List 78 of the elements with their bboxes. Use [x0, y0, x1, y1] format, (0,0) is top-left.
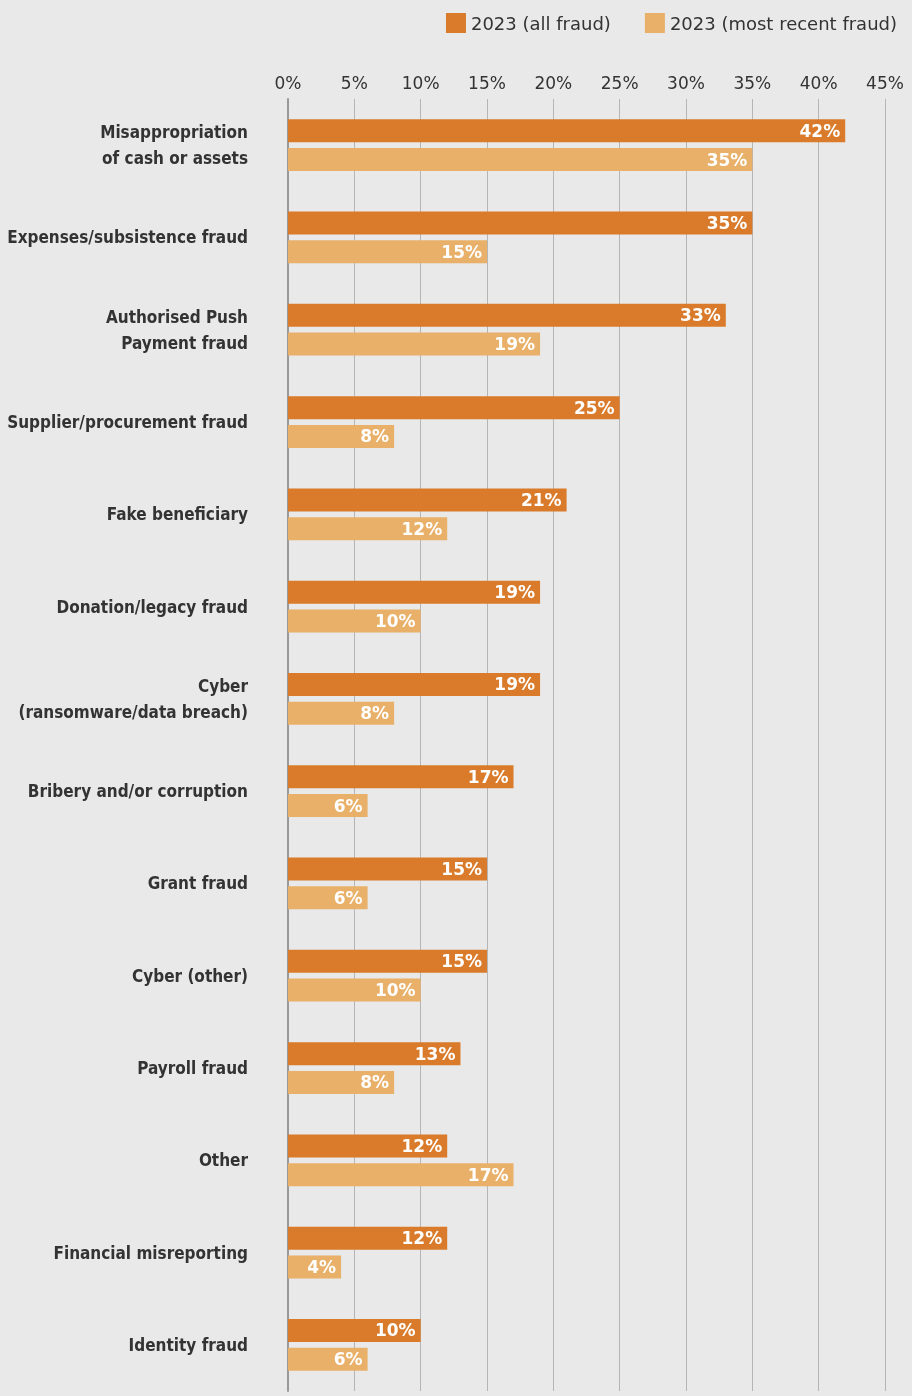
x-tick-label: 5%: [340, 72, 368, 93]
bar: [288, 517, 448, 541]
data-label: 10%: [374, 1320, 416, 1341]
bar: [288, 857, 487, 881]
legend-label: 2023 (all fraud): [470, 12, 611, 34]
y-tick-label: Other: [198, 1150, 249, 1171]
bar: [288, 240, 487, 264]
bar: [288, 1042, 461, 1066]
bar: [288, 1070, 395, 1094]
data-label: 33%: [680, 305, 721, 326]
y-tick-label: Payroll fraud: [137, 1058, 248, 1078]
y-tick-label: Grant fraud: [147, 873, 248, 894]
data-label: 17%: [467, 766, 509, 787]
bar: [288, 119, 846, 143]
x-tick-label: 45%: [866, 72, 904, 93]
data-label: 15%: [441, 951, 482, 972]
y-tick-label: Fake beneficiary: [106, 504, 249, 525]
data-label: 10%: [374, 610, 416, 631]
y-tick-label: Authorised Push Payment fraud: [105, 306, 248, 353]
x-tick-label: 15%: [468, 72, 506, 93]
y-tick-label: Misappropriation of cash or assets: [100, 122, 248, 169]
data-label: 19%: [494, 674, 536, 695]
data-label: 8%: [360, 1072, 390, 1093]
x-tick-label: 20%: [534, 72, 573, 93]
bar: [288, 701, 395, 725]
data-label: 17%: [467, 1164, 509, 1185]
bar: [288, 332, 541, 356]
data-label: 13%: [414, 1043, 456, 1064]
bar: [288, 424, 395, 448]
x-tick-label: 30%: [667, 72, 705, 93]
x-tick-label: 10%: [401, 72, 440, 93]
data-label: 35%: [706, 149, 748, 170]
y-tick-label: Identity fraud: [128, 1334, 248, 1355]
data-label: 19%: [494, 334, 536, 355]
data-label: 15%: [441, 241, 482, 262]
bar: [288, 609, 421, 633]
data-label: 19%: [494, 582, 536, 603]
bar: [288, 303, 726, 327]
bar: [288, 580, 541, 604]
bar: [288, 1226, 448, 1250]
bar: [288, 1318, 421, 1342]
bar: [288, 396, 620, 420]
x-tick-label: 0%: [274, 72, 302, 93]
y-tick-label: Financial misreporting: [53, 1242, 248, 1263]
bar: [288, 1134, 448, 1158]
y-tick-label: Cyber (ransomware/data breach): [18, 675, 249, 722]
bar: [288, 1163, 514, 1187]
bar: [288, 148, 753, 172]
bar: [288, 978, 421, 1002]
x-tick-label: 35%: [733, 72, 772, 93]
data-label: 6%: [333, 1349, 363, 1370]
data-label: 42%: [799, 120, 841, 141]
data-label: 21%: [520, 489, 562, 510]
data-label: 8%: [360, 426, 390, 447]
data-label: 35%: [706, 213, 748, 234]
bar: [288, 949, 487, 973]
bar: [288, 672, 541, 696]
data-label: 15%: [441, 859, 482, 880]
data-label: 6%: [333, 795, 363, 816]
data-label: 12%: [401, 1135, 443, 1156]
y-tick-label: Cyber (other): [132, 965, 248, 986]
bar: [288, 488, 567, 512]
data-label: 12%: [401, 1228, 443, 1249]
y-tick-label: Donation/legacy fraud: [56, 596, 248, 617]
y-tick-label: Supplier/procurement fraud: [7, 412, 248, 432]
data-label: 10%: [374, 980, 416, 1001]
data-label: 4%: [307, 1256, 337, 1277]
legend-label: 2023 (most recent fraud): [669, 12, 898, 34]
x-tick-label: 40%: [799, 72, 838, 93]
data-label: 6%: [333, 887, 363, 908]
data-label: 25%: [573, 397, 615, 418]
y-tick-label: Expenses/subsistence fraud: [7, 227, 248, 248]
data-label: 12%: [401, 518, 443, 539]
data-label: 8%: [360, 703, 390, 724]
bar: [288, 211, 753, 235]
bar: [288, 765, 514, 789]
y-tick-label: Bribery and/or corruption: [27, 781, 248, 802]
x-tick-label: 25%: [600, 72, 639, 93]
